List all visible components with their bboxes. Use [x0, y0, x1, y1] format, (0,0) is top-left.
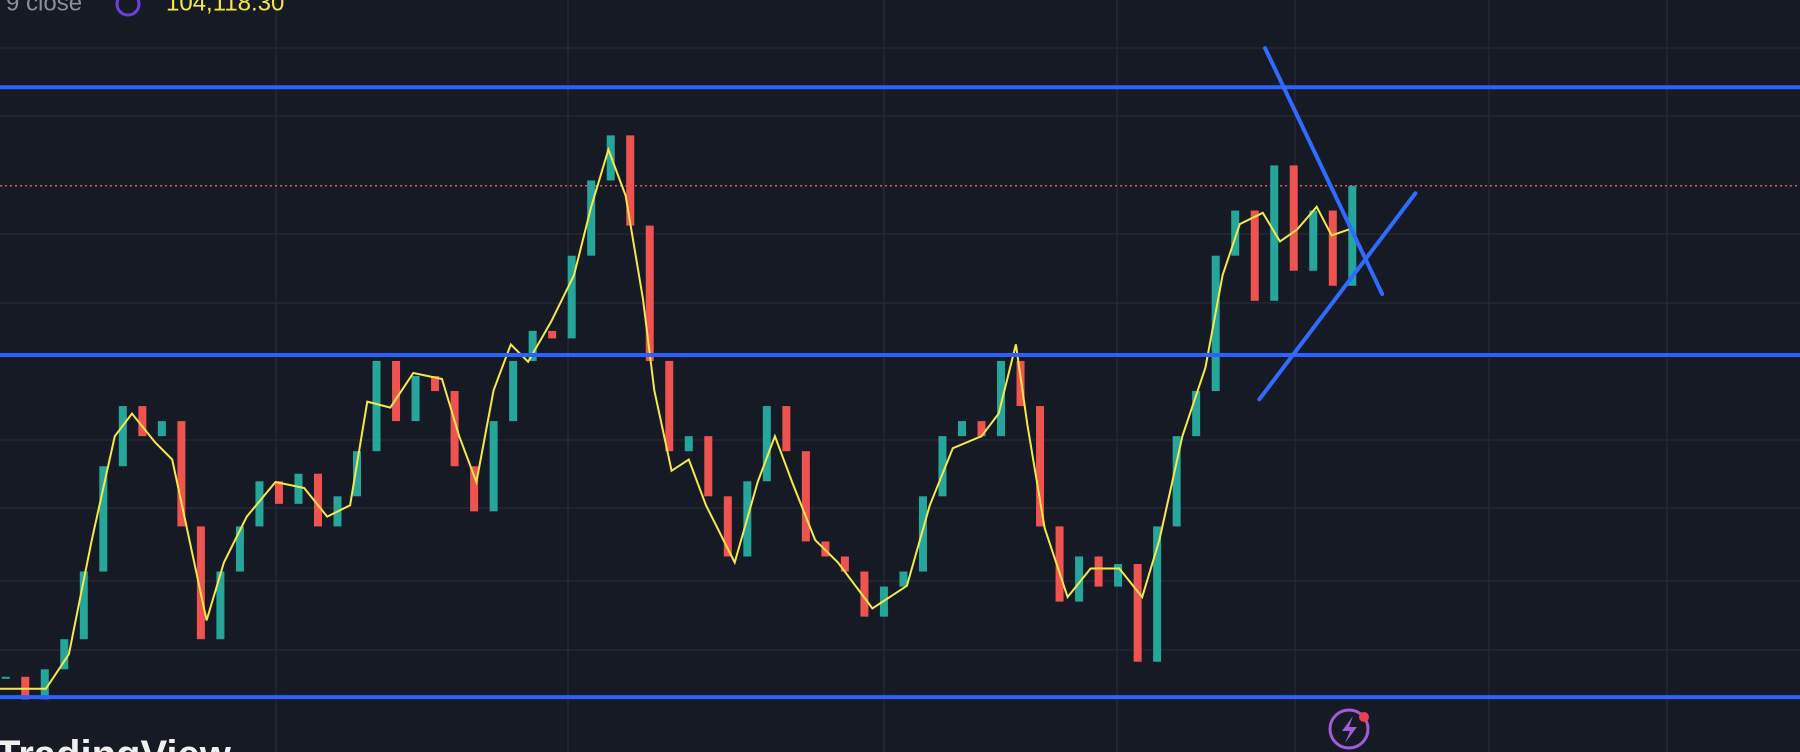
candle: [1153, 526, 1162, 662]
candle: [840, 556, 849, 572]
candle: [99, 466, 108, 572]
price-label: 104,118.30: [166, 0, 284, 16]
candle: [1250, 210, 1259, 301]
candle: [79, 571, 88, 640]
candle: [762, 406, 771, 482]
candle: [548, 330, 557, 339]
candle: [704, 436, 713, 497]
candle: [626, 135, 635, 226]
flash-icon[interactable]: [1328, 708, 1370, 750]
candle: [450, 391, 459, 467]
candle: [587, 180, 596, 256]
candle: [665, 360, 674, 452]
close-label: 9 close: [6, 0, 82, 16]
candle: [157, 421, 166, 437]
candle: [801, 451, 810, 542]
candle: [1075, 556, 1084, 602]
moving-average: [0, 146, 1350, 690]
candle: [1055, 526, 1064, 602]
candle: [782, 406, 791, 452]
candle: [645, 225, 654, 361]
candle: [392, 360, 401, 422]
candle: [918, 496, 927, 572]
candle: [1309, 210, 1318, 271]
candle: [509, 360, 518, 422]
candle: [1172, 436, 1181, 527]
candle: [957, 421, 966, 437]
candle: [118, 406, 127, 467]
candle: [1094, 556, 1103, 587]
trendline: [1263, 46, 1385, 297]
candle: [860, 571, 869, 617]
candle: [723, 496, 732, 557]
logo: TradingView: [0, 733, 232, 752]
candle: [977, 421, 986, 437]
candle: [1114, 564, 1123, 587]
candle: [177, 421, 186, 527]
candle: [1, 676, 10, 679]
candle: [1192, 391, 1201, 437]
candle: [138, 406, 147, 437]
candle: [1211, 255, 1220, 392]
candle: [1328, 210, 1337, 286]
candle: [372, 360, 381, 452]
candle: [294, 473, 303, 504]
candle: [997, 360, 1006, 437]
candle: [313, 473, 322, 527]
candle: [235, 526, 244, 572]
candle: [1231, 210, 1240, 256]
candle: [1036, 406, 1045, 527]
candle: [353, 451, 362, 497]
candle: [470, 466, 479, 512]
candle: [1289, 165, 1298, 271]
candle: [196, 526, 205, 640]
plot: [0, 46, 1800, 700]
refresh-icon[interactable]: [115, 0, 141, 17]
candle: [899, 571, 908, 587]
trendline: [1257, 191, 1418, 402]
candle: [431, 376, 440, 392]
candle: [684, 436, 693, 452]
candle: [567, 255, 576, 339]
candle: [40, 669, 49, 700]
candle: [274, 481, 283, 504]
candle: [528, 330, 537, 361]
candle: [938, 436, 947, 497]
candle: [489, 421, 498, 512]
candle: [255, 481, 264, 527]
candle: [411, 376, 420, 422]
candle: [1133, 564, 1142, 662]
candle: [216, 571, 225, 640]
candle: [60, 639, 69, 670]
